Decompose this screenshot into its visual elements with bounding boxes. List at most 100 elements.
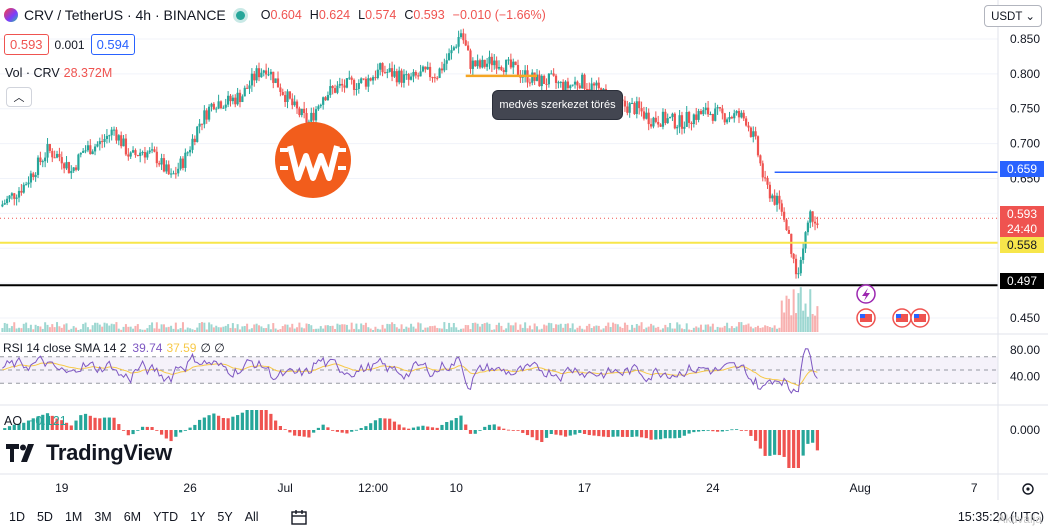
volume-bar	[243, 326, 246, 332]
volume-bar	[640, 322, 643, 332]
timeframe-ytd[interactable]: YTD	[153, 510, 179, 524]
candle-body	[29, 173, 32, 183]
candle-body	[200, 123, 204, 125]
sell-price-button[interactable]: 0.593	[4, 34, 49, 55]
volume-bar	[48, 327, 51, 332]
candle-body	[707, 107, 710, 115]
candle-body	[205, 110, 208, 120]
candle-body	[752, 131, 755, 137]
candle-body	[122, 138, 125, 147]
collapse-legend-button[interactable]: ︿	[6, 87, 32, 107]
tradingview-logo[interactable]: TradingView	[6, 440, 172, 466]
volume-bar	[711, 323, 714, 332]
volume-bar	[619, 326, 622, 332]
candle-body	[188, 149, 192, 153]
candle-body	[186, 152, 189, 154]
ao-bar	[278, 426, 282, 430]
utc-clock[interactable]: 15:35:20 (UTC)	[957, 510, 1044, 524]
timeframe-3m[interactable]: 3M	[94, 510, 112, 524]
candle-body	[642, 111, 646, 119]
candle-body	[400, 70, 403, 83]
volume-bar	[697, 327, 700, 332]
volume-bar	[381, 324, 384, 332]
volume-legend: Vol · CRV 28.372M	[5, 66, 112, 80]
volume-bar	[110, 323, 113, 332]
ao-bar	[668, 430, 672, 439]
candle-body	[322, 97, 325, 105]
ao-bar	[345, 430, 349, 434]
candle-body	[265, 70, 268, 75]
candle-body	[699, 111, 703, 115]
buy-price-button[interactable]: 0.594	[90, 34, 136, 55]
volume-bar	[134, 325, 137, 332]
ao-bar	[654, 430, 658, 440]
ao-bar	[131, 430, 135, 435]
timeframe-5d[interactable]: 5D	[36, 510, 53, 524]
volume-bar	[804, 303, 807, 332]
volume-bar	[571, 323, 574, 332]
candle-body	[91, 151, 94, 155]
candle-body	[794, 258, 798, 275]
volume-bar	[590, 328, 593, 332]
volume-bar	[65, 323, 68, 332]
timeframe-1m[interactable]: 1M	[64, 510, 83, 524]
candle-body	[281, 91, 284, 96]
annotation-callout[interactable]: medvés szerkezet törés	[492, 90, 623, 120]
volume-bar	[809, 289, 812, 332]
candle-body	[647, 112, 650, 125]
volume-bar	[129, 326, 132, 332]
candle-body	[630, 103, 634, 105]
calendar-icon[interactable]	[290, 509, 308, 525]
volume-bar	[238, 329, 241, 332]
volume-bar	[795, 313, 798, 332]
gear-icon-center	[1026, 487, 1030, 491]
price-tag-blue: 0.659	[1000, 161, 1044, 177]
volume-bar	[224, 325, 227, 332]
candle-body	[15, 197, 18, 199]
timeframe-5y[interactable]: 5Y	[217, 510, 233, 524]
volume-bar	[37, 326, 40, 332]
candle-body	[785, 219, 788, 230]
ohlc-value-0: 0.604	[270, 8, 302, 22]
volume-bar	[383, 328, 386, 332]
volume-bar	[293, 328, 296, 332]
candle-body	[448, 53, 451, 61]
timeframe-6m[interactable]: 6M	[123, 510, 142, 524]
volume-bar	[322, 328, 325, 332]
volume-bar	[478, 326, 481, 332]
logo-tick-2	[338, 148, 346, 152]
volume-bar	[286, 324, 289, 332]
symbol-title[interactable]: CRV / TetherUS · 4h · BINANCE	[24, 7, 226, 23]
timeframe-all[interactable]: All	[244, 510, 259, 524]
candle-body	[495, 60, 498, 69]
volume-bar	[391, 322, 394, 332]
volume-bar	[436, 327, 439, 332]
rsi-legend: RSI 14 close SMA 14 2 39.74 37.59 ∅ ∅	[3, 341, 225, 355]
ao-bar	[297, 430, 301, 437]
ao-bar	[140, 426, 145, 430]
volume-bar	[419, 323, 422, 332]
volume-bar	[326, 325, 329, 332]
candle-body	[153, 149, 156, 152]
candle-body	[635, 101, 638, 115]
candle-body	[562, 81, 565, 93]
ao-bar	[773, 430, 777, 455]
timeframe-1y[interactable]: 1Y	[190, 510, 206, 524]
volume-bar	[771, 327, 774, 332]
candle-body	[177, 168, 180, 174]
candle-body	[262, 70, 265, 73]
rsi-sma-value: 37.59	[166, 341, 197, 355]
volume-bar	[685, 323, 688, 332]
volume-bar	[262, 328, 265, 332]
volume-bar	[536, 326, 539, 332]
candle-body	[203, 110, 206, 125]
volume-bar	[776, 328, 779, 332]
candle-body	[455, 46, 458, 48]
ao-bar	[136, 430, 140, 431]
timeframe-1d[interactable]: 1D	[9, 510, 25, 524]
ao-bar	[449, 420, 454, 430]
volume-bar	[63, 324, 66, 332]
currency-selector[interactable]: USDT ⌄	[984, 5, 1042, 27]
volume-bar	[578, 325, 581, 332]
volume-bar	[113, 324, 116, 332]
